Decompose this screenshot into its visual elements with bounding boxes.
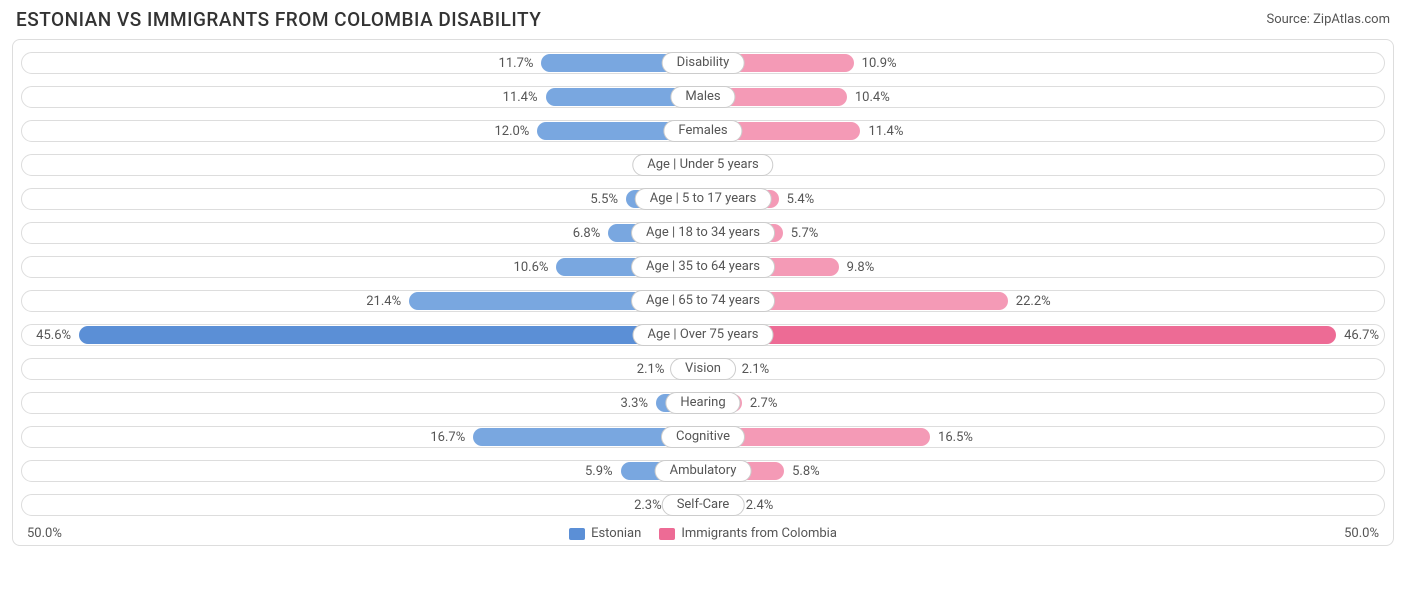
left-value: 3.3% xyxy=(614,396,654,411)
right-value: 22.2% xyxy=(1010,294,1057,309)
legend-item-right: Immigrants from Colombia xyxy=(659,526,837,541)
chart-row: 21.4% 22.2% Age | 65 to 74 years xyxy=(21,286,1385,316)
left-value: 6.8% xyxy=(567,226,607,241)
chart-row: 11.4% 10.4% Males xyxy=(21,82,1385,112)
row-right-half: 5.7% xyxy=(703,222,1385,244)
right-value: 2.7% xyxy=(744,396,784,411)
left-value: 5.9% xyxy=(579,464,619,479)
row-category-label: Age | 65 to 74 years xyxy=(631,290,775,312)
right-value: 2.4% xyxy=(740,498,780,513)
left-value: 45.6% xyxy=(30,328,77,343)
row-left-half: 45.6% xyxy=(21,324,703,346)
row-right-half: 2.1% xyxy=(703,358,1385,380)
chart-row: 5.5% 5.4% Age | 5 to 17 years xyxy=(21,184,1385,214)
row-category-label: Ambulatory xyxy=(655,460,752,482)
row-left-half: 6.8% xyxy=(21,222,703,244)
chart-row: 2.3% 2.4%Self-Care xyxy=(21,490,1385,520)
chart-footer: 50.0% Estonian Immigrants from Colombia … xyxy=(21,524,1385,541)
legend-label-left: Estonian xyxy=(591,526,641,541)
left-value: 2.1% xyxy=(631,362,671,377)
chart-header: ESTONIAN VS IMMIGRANTS FROM COLOMBIA DIS… xyxy=(0,0,1406,35)
row-category-label: Age | Over 75 years xyxy=(633,324,774,346)
chart-row: 12.0% 11.4% Females xyxy=(21,116,1385,146)
left-value: 21.4% xyxy=(360,294,407,309)
row-right-half: 9.8% xyxy=(703,256,1385,278)
row-left-half: 5.5% xyxy=(21,188,703,210)
row-right-half: 1.2% xyxy=(703,154,1385,176)
right-bar xyxy=(705,326,1336,344)
right-value: 5.4% xyxy=(781,192,821,207)
legend: Estonian Immigrants from Colombia xyxy=(569,526,837,541)
axis-left-max: 50.0% xyxy=(27,526,62,541)
chart-source: Source: ZipAtlas.com xyxy=(1266,12,1390,27)
row-right-half: 10.4% xyxy=(703,86,1385,108)
left-value: 11.4% xyxy=(497,90,544,105)
row-left-half: 1.5% xyxy=(21,154,703,176)
row-category-label: Age | 35 to 64 years xyxy=(631,256,775,278)
chart-row: 1.5%1.2%Age | Under 5 years xyxy=(21,150,1385,180)
row-right-half: 2.7% xyxy=(703,392,1385,414)
right-value: 11.4% xyxy=(862,124,909,139)
chart-row: 6.8% 5.7% Age | 18 to 34 years xyxy=(21,218,1385,248)
row-right-half: 22.2% xyxy=(703,290,1385,312)
row-category-label: Vision xyxy=(670,358,736,380)
right-value: 10.4% xyxy=(849,90,896,105)
row-right-half: 2.4% xyxy=(703,494,1385,516)
row-category-label: Females xyxy=(663,120,742,142)
left-value: 11.7% xyxy=(493,56,540,71)
right-value: 2.1% xyxy=(736,362,776,377)
legend-label-right: Immigrants from Colombia xyxy=(681,526,837,541)
row-left-half: 10.6% xyxy=(21,256,703,278)
row-left-half: 21.4% xyxy=(21,290,703,312)
right-value: 16.5% xyxy=(932,430,979,445)
row-category-label: Age | 5 to 17 years xyxy=(635,188,772,210)
row-left-half: 11.4% xyxy=(21,86,703,108)
row-right-half: 46.7% xyxy=(703,324,1385,346)
row-right-half: 5.8% xyxy=(703,460,1385,482)
chart-row: 5.9% 5.8% Ambulatory xyxy=(21,456,1385,486)
legend-swatch-right xyxy=(659,528,675,540)
row-category-label: Cognitive xyxy=(661,426,745,448)
row-category-label: Age | 18 to 34 years xyxy=(631,222,775,244)
right-value: 10.9% xyxy=(856,56,903,71)
row-left-half: 12.0% xyxy=(21,120,703,142)
row-category-label: Disability xyxy=(662,52,745,74)
row-left-half: 16.7% xyxy=(21,426,703,448)
axis-right-max: 50.0% xyxy=(1344,526,1379,541)
right-value: 5.8% xyxy=(786,464,826,479)
row-category-label: Hearing xyxy=(665,392,740,414)
right-value: 5.7% xyxy=(785,226,825,241)
rows-container: 11.7% 10.9% Disability 11.4% 10.4% Males 12.0%… xyxy=(21,48,1385,520)
legend-swatch-left xyxy=(569,528,585,540)
row-category-label: Self-Care xyxy=(662,494,745,516)
row-right-half: 11.4% xyxy=(703,120,1385,142)
row-right-half: 16.5% xyxy=(703,426,1385,448)
row-left-half: 2.3% xyxy=(21,494,703,516)
row-category-label: Age | Under 5 years xyxy=(632,154,773,176)
row-left-half: 2.1% xyxy=(21,358,703,380)
left-value: 10.6% xyxy=(508,260,555,275)
chart-area: 11.7% 10.9% Disability 11.4% 10.4% Males 12.0%… xyxy=(12,39,1394,546)
row-left-half: 11.7% xyxy=(21,52,703,74)
legend-item-left: Estonian xyxy=(569,526,641,541)
row-right-half: 5.4% xyxy=(703,188,1385,210)
chart-row: 10.6% 9.8% Age | 35 to 64 years xyxy=(21,252,1385,282)
left-value: 5.5% xyxy=(584,192,624,207)
row-right-half: 10.9% xyxy=(703,52,1385,74)
left-value: 16.7% xyxy=(424,430,471,445)
right-value: 9.8% xyxy=(841,260,881,275)
right-value: 46.7% xyxy=(1338,328,1385,343)
chart-row: 11.7% 10.9% Disability xyxy=(21,48,1385,78)
chart-row: 3.3% 2.7% Hearing xyxy=(21,388,1385,418)
left-bar xyxy=(79,326,701,344)
chart-title: ESTONIAN VS IMMIGRANTS FROM COLOMBIA DIS… xyxy=(16,8,541,31)
chart-row: 45.6% 46.7% Age | Over 75 years xyxy=(21,320,1385,350)
row-category-label: Males xyxy=(670,86,735,108)
row-left-half: 5.9% xyxy=(21,460,703,482)
chart-row: 2.1% 2.1%Vision xyxy=(21,354,1385,384)
row-left-half: 3.3% xyxy=(21,392,703,414)
left-value: 12.0% xyxy=(488,124,535,139)
chart-row: 16.7% 16.5% Cognitive xyxy=(21,422,1385,452)
